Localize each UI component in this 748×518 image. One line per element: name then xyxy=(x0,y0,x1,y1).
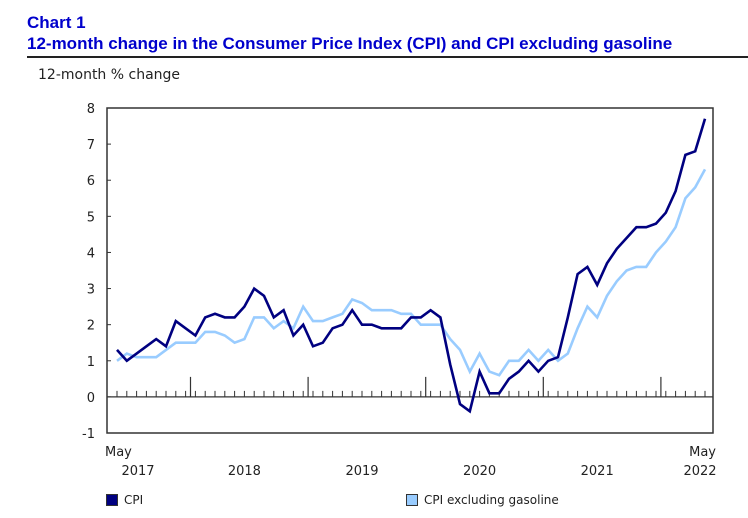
y-tick-label: 1 xyxy=(87,355,95,370)
x-tick-label-year: 2020 xyxy=(463,464,496,479)
y-tick-label: 5 xyxy=(87,210,95,225)
y-axis-unit-label: 12-month % change xyxy=(38,67,181,83)
legend-label-cpi-excluding-gasoline: CPI excluding gasoline xyxy=(424,493,559,507)
x-tick-label-year: 2019 xyxy=(345,464,378,479)
y-tick-label: 7 xyxy=(87,138,95,153)
legend-item-cpi: CPI xyxy=(106,493,143,507)
series-line-cpi-excluding-gasoline xyxy=(116,168,707,377)
x-tick-label-year: 2017 xyxy=(121,464,154,479)
chart-number: Chart 1 xyxy=(27,13,86,32)
legend-item-cpi-excluding-gasoline: CPI excluding gasoline xyxy=(406,493,559,507)
y-tick-label: -1 xyxy=(82,427,95,442)
series-line-cpi xyxy=(116,118,707,414)
y-tick-label: 3 xyxy=(87,283,95,298)
legend-label-cpi: CPI xyxy=(124,493,144,507)
title-divider xyxy=(27,56,748,58)
x-tick-label-month: May xyxy=(689,445,716,460)
legend-swatch-cpi-excluding-gasoline xyxy=(406,494,418,506)
y-tick-label: 0 xyxy=(87,391,95,406)
line-chart: -1 0 1 2 3 4 5 6 7 8 May 2017 2018 2019 2020 2021 May 202… xyxy=(82,102,717,479)
y-tick-label: 2 xyxy=(87,319,95,334)
x-tick-label-year: 2021 xyxy=(581,464,614,479)
x-tick-label-year: 2022 xyxy=(683,464,716,479)
legend-swatch-cpi xyxy=(106,494,118,506)
chart-title: 12-month change in the Consumer Price In… xyxy=(27,34,673,53)
chart-title-block: Chart 1 12-month change in the Consumer … xyxy=(27,12,672,54)
x-tick-label-month: May xyxy=(105,445,132,460)
y-tick-label: 4 xyxy=(87,246,95,261)
x-tick-label-year: 2018 xyxy=(228,464,261,479)
y-tick-label: 8 xyxy=(87,102,95,117)
y-tick-label: 6 xyxy=(87,174,95,189)
plot-frame xyxy=(106,107,714,434)
